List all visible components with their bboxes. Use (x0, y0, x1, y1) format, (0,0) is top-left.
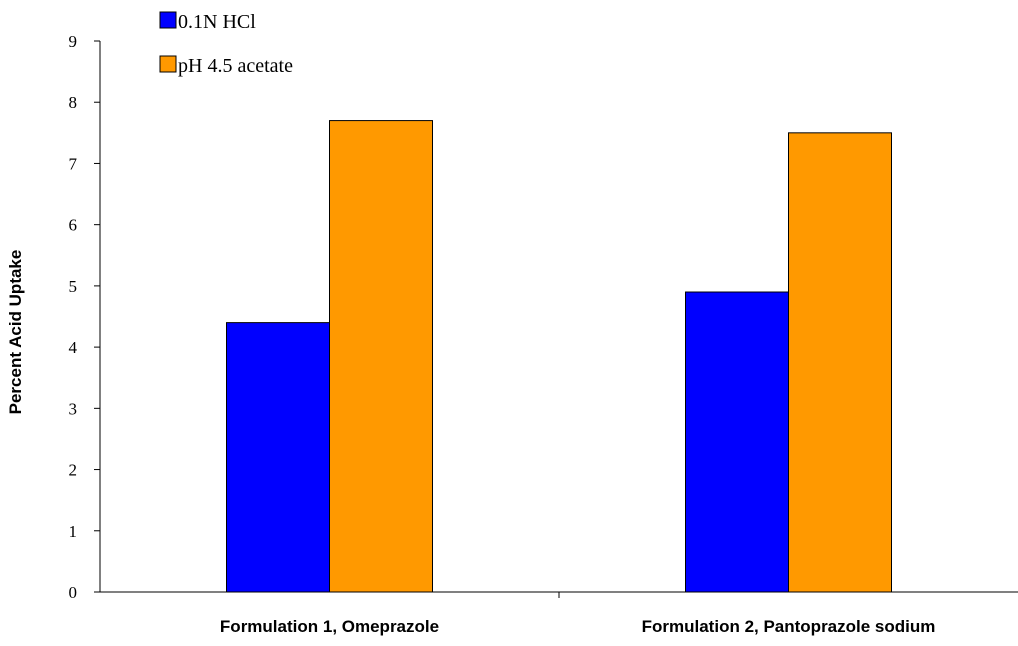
legend: 0.1N HCl pH 4.5 acetate (159, 11, 293, 77)
legend-swatch (159, 11, 177, 29)
y-axis-label: Percent Acid Uptake (6, 250, 25, 415)
y-tick-label: 5 (69, 277, 78, 296)
y-tick-label: 9 (69, 32, 78, 51)
bar-acetate-2 (788, 132, 892, 593)
bars (226, 120, 892, 593)
category-labels: Formulation 1, Omeprazole Formulation 2, … (220, 617, 935, 636)
y-tick-label: 6 (69, 216, 78, 235)
y-tick-label: 3 (69, 399, 78, 418)
category-label: Formulation 2, Pantoprazole sodium (642, 617, 936, 636)
y-tick-label: 0 (69, 583, 78, 602)
category-label: Formulation 1, Omeprazole (220, 617, 439, 636)
y-tick-label: 4 (69, 338, 78, 357)
bar-acetate-1 (329, 120, 433, 593)
bar-hcl-1 (226, 322, 330, 593)
legend-swatch (159, 55, 177, 73)
legend-label: pH 4.5 acetate (178, 55, 293, 77)
y-tick-label: 8 (69, 93, 78, 112)
y-tick-label: 7 (69, 154, 78, 173)
legend-label: 0.1N HCl (178, 11, 256, 33)
y-tick-label: 1 (69, 522, 78, 541)
bar-hcl-2 (685, 291, 789, 593)
y-tick-label: 2 (69, 461, 78, 480)
y-ticks: 0 1 2 3 4 5 6 7 8 9 (69, 32, 100, 602)
